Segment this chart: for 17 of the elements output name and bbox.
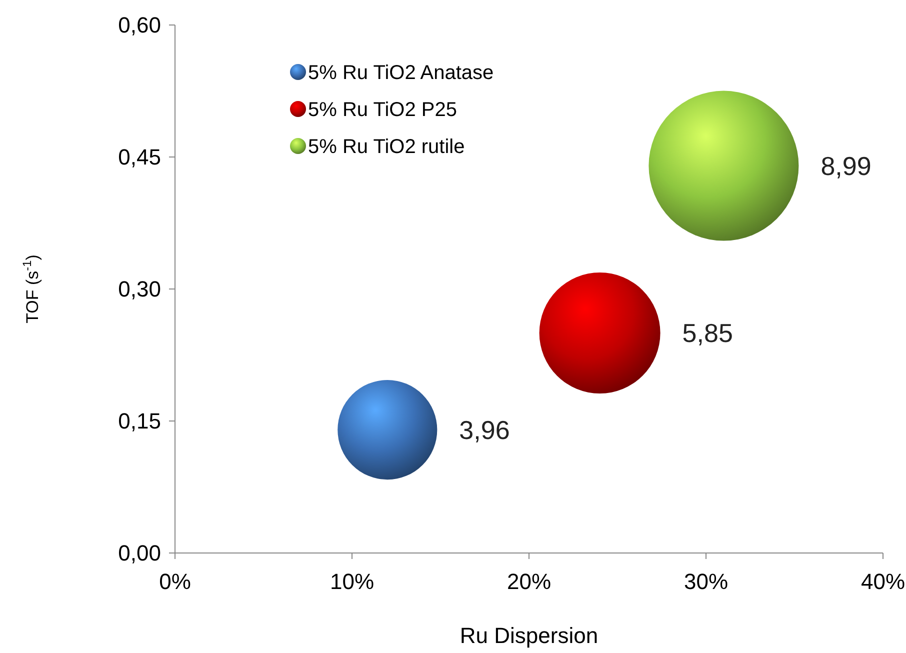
x-tick-label: 10% (330, 569, 374, 594)
legend-label: 5% Ru TiO2 rutile (308, 136, 465, 158)
y-tick-label: 0,00 (118, 540, 161, 566)
legend-label: 5% Ru TiO2 P25 (308, 99, 457, 121)
x-tick-label: 30% (684, 569, 728, 594)
data-label: 5,85 (682, 318, 733, 348)
x-axis-title: Ru Dispersion (460, 623, 598, 648)
data-label: 8,99 (820, 150, 872, 181)
y-tick-label: 0,30 (118, 276, 161, 302)
x-tick-label: 40% (860, 569, 906, 594)
x-tick-label: 0% (159, 569, 191, 594)
y-tick-label: 0,60 (118, 12, 161, 38)
y-tick-label: 0,15 (118, 408, 161, 434)
y-tick-label: 0,45 (118, 144, 161, 170)
legend-label: 5% Ru TiO2 Anatase (308, 62, 494, 84)
x-tick-label: 20% (506, 569, 552, 594)
data-label: 3,96 (459, 414, 510, 445)
